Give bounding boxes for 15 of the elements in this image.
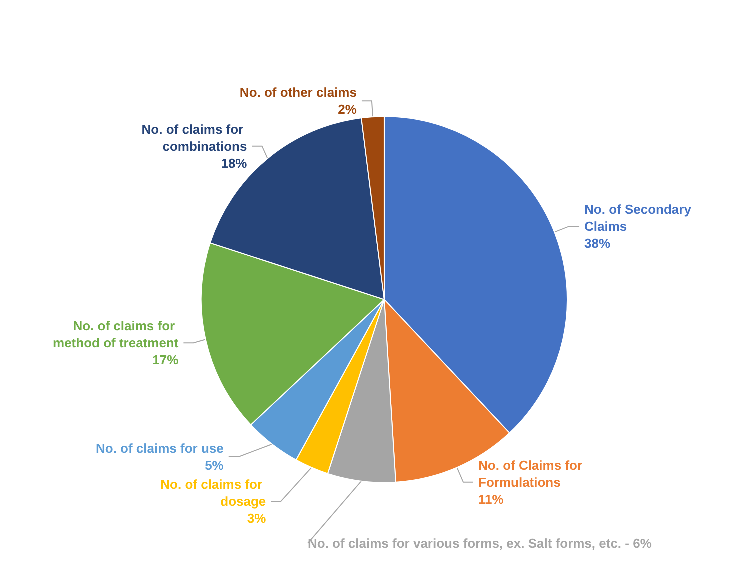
data-label: 5%: [205, 458, 224, 473]
data-label: 3%: [247, 510, 267, 526]
data-label: 38%: [584, 236, 611, 251]
slice-label: No. of claims for use: [96, 440, 224, 456]
slice-label: No. of claims for method of treatment: [53, 318, 180, 351]
slice-label: No. of other claims: [240, 85, 357, 100]
data-label: 2%: [338, 102, 358, 118]
slice-label: No. of Secondary Claims: [584, 202, 696, 234]
slice-label: No. of Claims for Formulations: [478, 458, 586, 490]
data-label: 17%: [152, 352, 180, 368]
slice-label: No. of claims for combinations: [142, 122, 248, 154]
data-label: 11%: [478, 492, 504, 507]
data-label: 18%: [221, 156, 248, 171]
slice-label: No. of claims for dosage: [160, 476, 266, 509]
slice-label: No. of claims for various forms, ex. Salt forms, etc. - 6%: [308, 536, 652, 551]
